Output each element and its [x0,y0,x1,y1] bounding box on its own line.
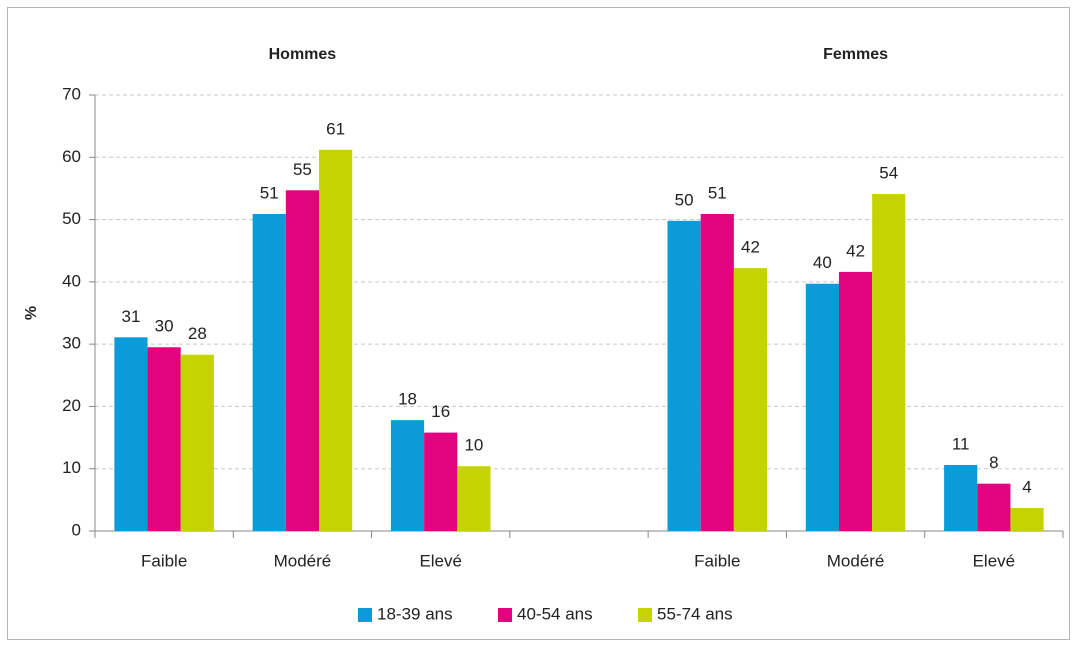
bar [700,213,734,532]
legend-swatch [498,608,512,622]
legend-label: 18-39 ans [377,604,453,623]
bar [114,337,148,531]
bar [944,464,978,531]
value-label: 55 [293,160,312,179]
bar [977,483,1011,531]
value-label: 18 [398,390,417,409]
y-tick-label: 60 [62,147,81,166]
value-label: 4 [1022,477,1031,496]
value-label: 61 [326,119,345,138]
y-tick-label: 50 [62,209,81,228]
bar [872,194,906,531]
bar [285,190,320,531]
value-label: 31 [121,307,140,326]
value-label: 28 [188,324,207,343]
x-tick-label: Elevé [973,551,1016,570]
value-label: 8 [989,453,998,472]
value-label: 54 [879,164,898,183]
value-label: 50 [675,190,694,209]
y-tick-label: 10 [62,458,81,477]
value-label: 40 [813,253,832,272]
value-label: 42 [741,238,760,257]
legend-swatch [358,608,372,622]
x-tick-label: Faible [694,551,740,570]
x-tick-label: Faible [141,551,187,570]
legend-label: 40-54 ans [517,604,593,623]
value-label: 10 [464,436,483,455]
y-tick-label: 70 [62,84,81,103]
group-title: Femmes [823,46,888,63]
y-axis-label: % [23,306,40,320]
y-tick-label: 40 [62,271,81,290]
bar [733,268,768,531]
y-tick-label: 20 [62,396,81,415]
y-tick-label: 30 [62,334,81,353]
bar [390,420,425,531]
x-tick-label: Modéré [274,551,332,570]
bar [805,283,839,531]
bar [457,466,491,531]
value-label: 16 [431,402,450,421]
value-label: 30 [155,317,174,336]
bar [1010,507,1044,531]
bar [147,347,181,531]
group-title: Hommes [269,46,337,63]
bar [424,432,458,531]
x-tick-label: Elevé [419,551,462,570]
value-label: 11 [952,434,970,453]
bar [838,271,873,531]
x-tick-label: Modéré [827,551,885,570]
legend-swatch [638,608,652,622]
legend-label: 55-74 ans [657,604,733,623]
bar [252,213,286,532]
value-label: 51 [708,183,727,202]
bar [319,149,353,531]
bar [667,220,701,531]
value-label: 51 [260,183,279,202]
y-tick-label: 0 [72,520,81,539]
value-label: 42 [846,241,865,260]
bar [180,354,214,531]
